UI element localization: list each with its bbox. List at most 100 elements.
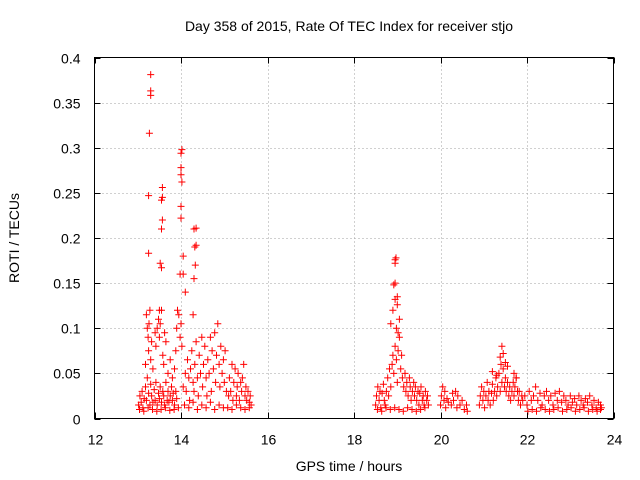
data-point [225,374,233,382]
data-point [452,387,460,395]
data-point [200,360,207,368]
data-point [186,396,194,404]
data-point [392,324,400,332]
data-point [382,404,390,412]
data-point [213,351,220,359]
data-point [523,401,531,409]
data-point [597,406,604,413]
data-point [168,396,176,404]
data-point [517,401,524,409]
data-point [395,406,403,413]
data-point [181,288,189,296]
x-tick-labels: 12 14 16 18 20 22 24 [88,432,623,448]
data-point [540,392,548,400]
data-point [404,392,412,400]
data-point [238,374,246,382]
data-point [191,243,199,251]
data-point [177,214,185,222]
data-point [521,392,529,400]
data-point [235,396,243,404]
data-point [155,389,162,397]
data-point [142,360,149,368]
data-point [543,387,550,395]
data-point [149,406,156,413]
data-point [494,383,502,391]
data-point [230,378,238,386]
data-point [398,351,406,359]
data-point [489,396,497,404]
data-point [146,306,154,314]
data-point [205,369,213,377]
data-point [216,383,224,391]
data-point [202,404,210,412]
data-point [447,401,455,409]
y-tick-label: 0.35 [53,96,80,112]
data-point [441,387,449,395]
data-point [145,249,153,257]
data-point [373,392,380,400]
data-point [504,362,511,370]
data-point [577,396,585,404]
data-point [386,365,393,373]
data-point [554,404,562,412]
data-point [393,293,401,301]
data-point [414,387,422,395]
data-point [181,369,189,377]
data-point [188,347,196,355]
data-point [401,369,409,377]
data-point [192,241,200,249]
data-point [192,224,200,232]
data-point [412,407,420,415]
data-point [197,369,204,377]
data-point [232,392,240,400]
data-point [211,329,219,337]
data-point [442,404,450,412]
data-point [410,378,418,386]
data-point [550,406,558,413]
data-point [463,401,470,409]
data-point [475,401,483,409]
data-point [145,347,153,355]
data-point [158,264,165,272]
data-point [166,406,174,414]
data-point [158,184,166,191]
data-point [232,401,240,409]
x-axis-label: GPS time / hours [296,458,403,474]
data-point [220,378,228,386]
data-point [400,383,408,391]
data-point [391,342,399,350]
data-point [584,398,591,406]
data-point [379,380,387,388]
data-point [156,383,164,391]
data-point [206,333,214,341]
data-point [440,396,448,404]
data-point [380,396,388,404]
data-point [372,401,380,409]
data-point [499,365,507,373]
data-point [177,149,185,157]
data-point [219,356,227,364]
data-point [155,395,163,403]
data-point [189,378,197,386]
data-point [142,383,149,391]
data-point [181,401,188,409]
data-point [488,389,495,397]
data-point [144,333,152,341]
y-tick-label: 0.25 [53,186,80,202]
data-point [136,406,143,413]
data-point [395,315,403,323]
data-point [153,407,161,415]
data-point [385,392,393,400]
data-point [390,369,398,377]
data-point [189,311,197,319]
chart-title: Day 358 of 2015, Rate Of TEC Index for r… [185,18,513,34]
data-point [148,338,156,346]
data-point [179,252,187,260]
data-point [384,374,392,382]
data-point [530,392,537,400]
data-point [179,383,187,391]
data-point [507,396,515,404]
data-point [597,404,605,412]
data-point [190,387,198,395]
data-point [387,320,395,328]
